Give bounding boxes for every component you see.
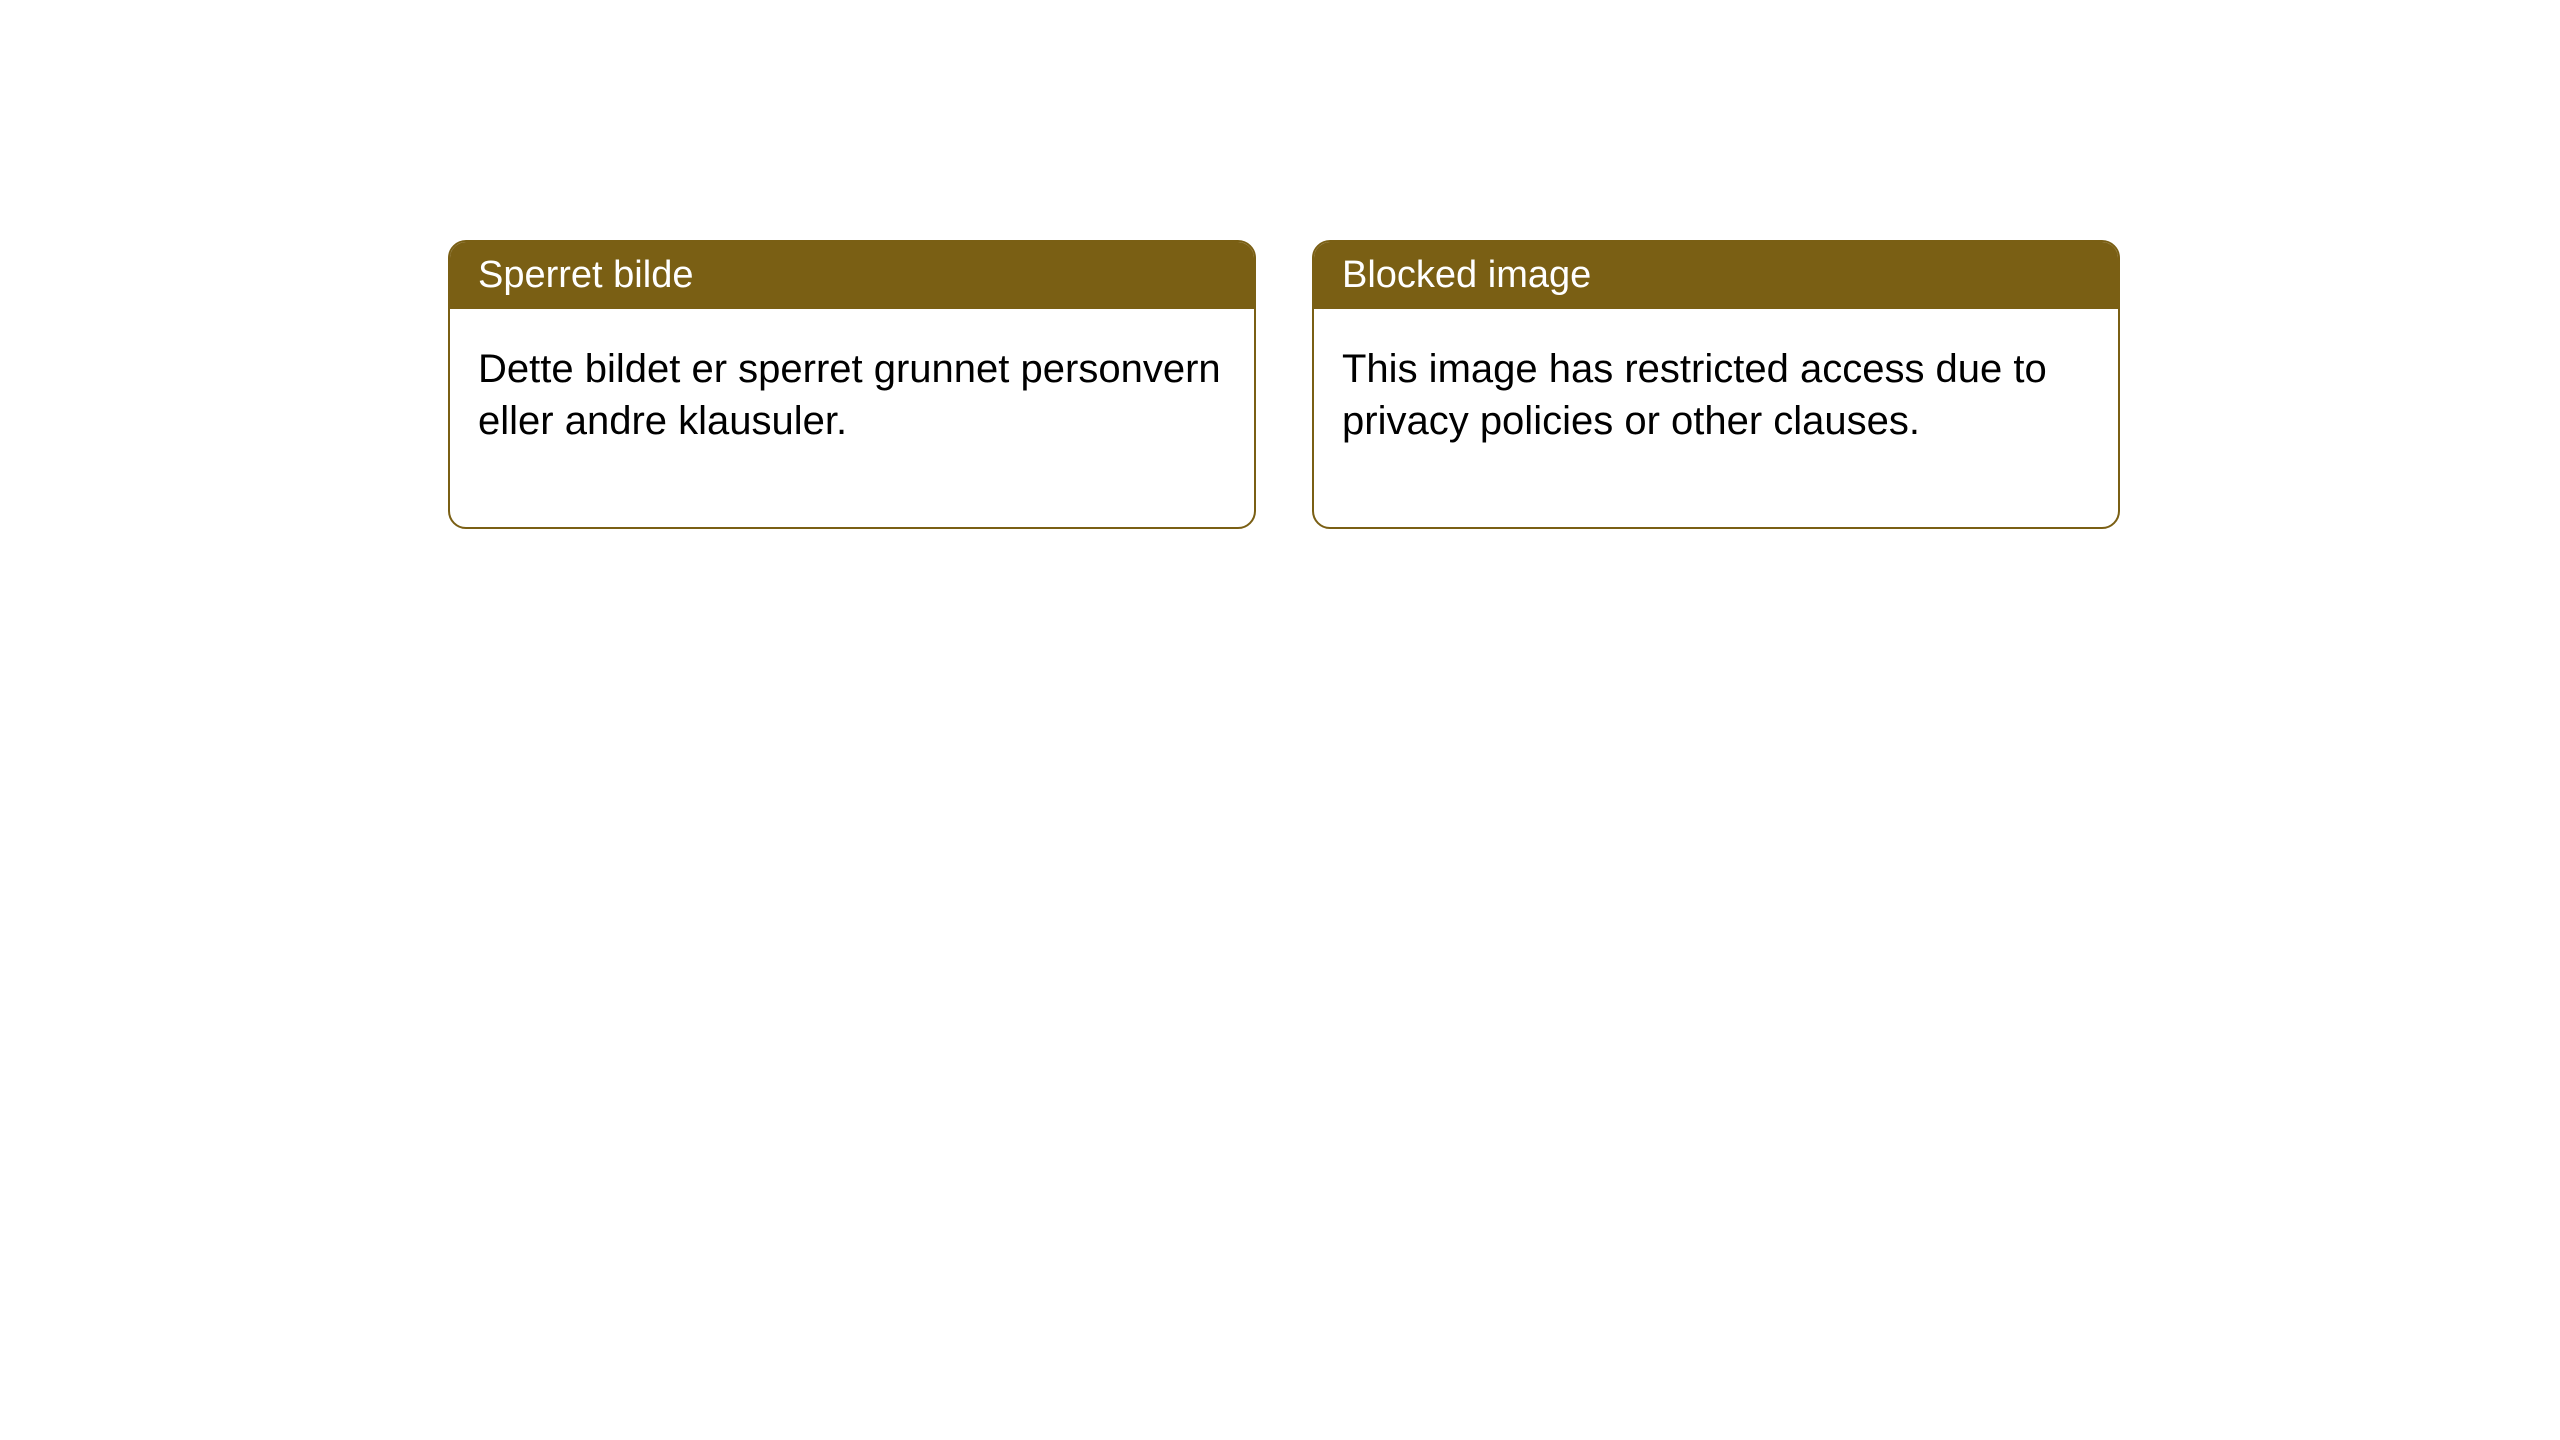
notice-title: Sperret bilde [450, 242, 1254, 309]
notice-title: Blocked image [1314, 242, 2118, 309]
notice-card-english: Blocked image This image has restricted … [1312, 240, 2120, 529]
notice-body: Dette bildet er sperret grunnet personve… [450, 309, 1254, 527]
notice-container: Sperret bilde Dette bildet er sperret gr… [0, 0, 2560, 529]
notice-card-norwegian: Sperret bilde Dette bildet er sperret gr… [448, 240, 1256, 529]
notice-body: This image has restricted access due to … [1314, 309, 2118, 527]
